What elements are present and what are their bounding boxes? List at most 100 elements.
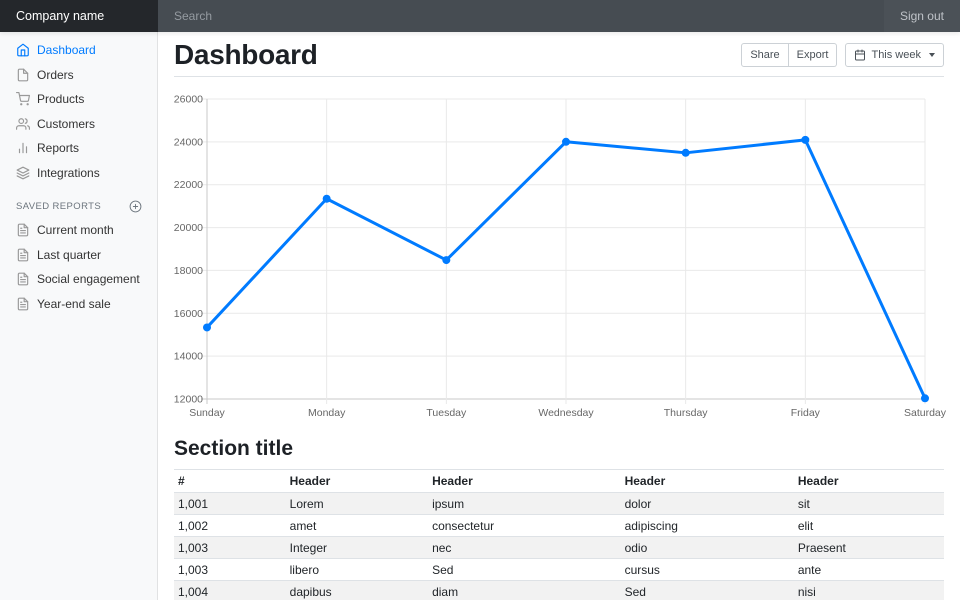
table-head: # Header Header Header Header xyxy=(174,469,944,493)
table-cell: Praesent xyxy=(793,536,944,559)
saved-reports-heading-label: Saved reports xyxy=(16,201,102,212)
y-tick-label: 24000 xyxy=(174,136,203,148)
caret-down-icon xyxy=(929,53,935,57)
saved-report-current-month[interactable]: Current month xyxy=(0,218,158,243)
table-cell: ante xyxy=(793,558,944,581)
x-tick-label: Sunday xyxy=(189,407,225,419)
table-cell: Sed xyxy=(620,580,794,600)
section-title: Section title xyxy=(174,437,294,460)
y-tick-label: 20000 xyxy=(174,222,203,234)
table-cell: elit xyxy=(793,514,944,537)
x-tick-label: Tuesday xyxy=(426,407,467,419)
file-text-icon xyxy=(16,248,30,262)
period-label: This week xyxy=(871,49,921,61)
sidebar-item-products[interactable]: Products xyxy=(0,87,158,112)
file-text-icon xyxy=(16,272,30,286)
brand-link[interactable]: Company name xyxy=(0,0,158,32)
sidebar-item-customers[interactable]: Customers xyxy=(0,112,158,137)
chart-point xyxy=(322,194,331,203)
file-text-icon xyxy=(16,223,30,237)
table-cell: 1,004 xyxy=(174,580,286,600)
y-tick-label: 12000 xyxy=(174,394,203,406)
table-cell: 1,003 xyxy=(174,536,286,559)
data-table: # Header Header Header Header 1,001 Lorem ipsu… xyxy=(174,469,944,600)
saved-report-year-end-sale[interactable]: Year-end sale xyxy=(0,292,158,317)
sidebar-item-reports[interactable]: Reports xyxy=(0,136,158,161)
layers-icon xyxy=(16,166,30,180)
sidebar-item-label: Dashboard xyxy=(37,43,96,58)
saved-report-label: Social engagement xyxy=(37,272,140,287)
x-tick-label: Monday xyxy=(308,407,346,419)
table-row: 1,003 libero Sed cursus ante xyxy=(174,558,944,581)
sidebar-item-dashboard[interactable]: Dashboard xyxy=(0,38,158,63)
table-cell: Sed xyxy=(428,558,621,581)
column-header: Header xyxy=(793,469,944,493)
users-icon xyxy=(16,117,30,131)
sales-line-chart: 12000 14000 16000 18000 20000 22000 24000 26000… xyxy=(174,94,947,420)
table-row: 1,001 Lorem ipsum dolor sit xyxy=(174,492,944,515)
toolbar: Share Export This week xyxy=(741,43,944,67)
table-row: 1,003 Integer nec odio Praesent xyxy=(174,536,944,559)
plus-circle-icon[interactable] xyxy=(129,200,142,213)
saved-report-social-engagement[interactable]: Social engagement xyxy=(0,267,158,292)
table-row: 1,004 dapibus diam Sed nisi xyxy=(174,580,944,600)
top-navbar: Company name Sign out xyxy=(0,0,960,32)
column-header: Header xyxy=(285,469,429,493)
sidebar-item-integrations[interactable]: Integrations xyxy=(0,161,158,186)
table-cell: odio xyxy=(620,536,794,559)
export-button[interactable]: Export xyxy=(788,43,838,67)
column-header: # xyxy=(174,469,286,493)
file-text-icon xyxy=(16,297,30,311)
table-cell: Integer xyxy=(285,536,429,559)
period-dropdown-button[interactable]: This week xyxy=(845,43,944,67)
share-button[interactable]: Share xyxy=(741,43,789,67)
chart-point xyxy=(801,135,810,144)
table-cell: 1,002 xyxy=(174,514,286,537)
saved-reports-list: Current month Last quarter Social engageme… xyxy=(0,218,158,316)
table-cell: Lorem xyxy=(285,492,429,515)
table-cell: libero xyxy=(285,558,429,581)
table-cell: consectetur xyxy=(428,514,621,537)
main-content: Dashboard Share Export This week 12000 14… xyxy=(158,32,960,600)
table-cell: 1,003 xyxy=(174,558,286,581)
table-cell: adipiscing xyxy=(620,514,794,537)
sidebar-item-orders[interactable]: Orders xyxy=(0,63,158,88)
table-cell: nec xyxy=(428,536,621,559)
y-tick-label: 22000 xyxy=(174,179,203,191)
calendar-icon xyxy=(854,49,866,61)
bar-chart-icon xyxy=(16,141,30,155)
chart-point xyxy=(921,394,929,403)
y-tick-label: 14000 xyxy=(174,351,203,363)
x-tick-label: Saturday xyxy=(904,407,947,419)
table-cell: nisi xyxy=(793,580,944,600)
saved-report-label: Year-end sale xyxy=(37,296,111,311)
table-cell: sit xyxy=(793,492,944,515)
sidebar-nav: Dashboard Orders Products Customers Reports I… xyxy=(0,38,158,185)
navbar-nav: Sign out xyxy=(883,0,960,32)
sidebar: Dashboard Orders Products Customers Reports I… xyxy=(0,32,158,600)
x-tick-label: Thursday xyxy=(664,407,709,419)
sidebar-item-label: Integrations xyxy=(37,165,100,180)
saved-report-last-quarter[interactable]: Last quarter xyxy=(0,243,158,268)
table-cell: dolor xyxy=(620,492,794,515)
search-input[interactable] xyxy=(158,0,884,32)
table-cell: amet xyxy=(285,514,429,537)
table-cell: diam xyxy=(428,580,621,600)
sidebar-item-label: Products xyxy=(37,92,85,107)
table-cell: 1,001 xyxy=(174,492,286,515)
sidebar-item-label: Customers xyxy=(37,116,96,131)
table-cell: cursus xyxy=(620,558,794,581)
sidebar-item-label: Orders xyxy=(37,67,74,82)
chart-point xyxy=(562,137,570,146)
shopping-cart-icon xyxy=(16,92,30,106)
home-icon xyxy=(16,43,30,57)
share-export-group: Share Export xyxy=(741,43,838,67)
y-tick-label: 16000 xyxy=(174,308,203,320)
sidebar-item-label: Reports xyxy=(37,141,80,156)
column-header: Header xyxy=(620,469,794,493)
file-icon xyxy=(16,68,30,82)
chart-point xyxy=(203,323,211,332)
table-cell: ipsum xyxy=(428,492,621,515)
y-tick-label: 18000 xyxy=(174,265,203,277)
sign-out-link[interactable]: Sign out xyxy=(899,9,944,23)
